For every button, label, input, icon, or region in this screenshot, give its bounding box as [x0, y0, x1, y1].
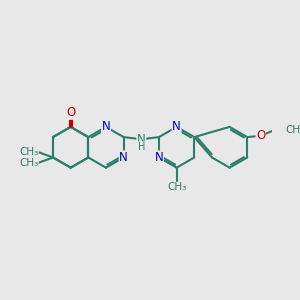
Text: O: O	[256, 129, 266, 142]
Text: CH₃: CH₃	[167, 182, 186, 192]
Text: O: O	[66, 106, 75, 119]
Text: N: N	[154, 151, 163, 164]
Text: N: N	[172, 120, 181, 134]
Text: CH₃: CH₃	[19, 147, 38, 157]
Text: H: H	[138, 142, 145, 152]
Text: N: N	[102, 120, 110, 134]
Text: CH₃: CH₃	[19, 158, 38, 168]
Text: CH₃: CH₃	[285, 125, 300, 135]
Text: N: N	[119, 151, 128, 164]
Text: N: N	[137, 133, 146, 146]
